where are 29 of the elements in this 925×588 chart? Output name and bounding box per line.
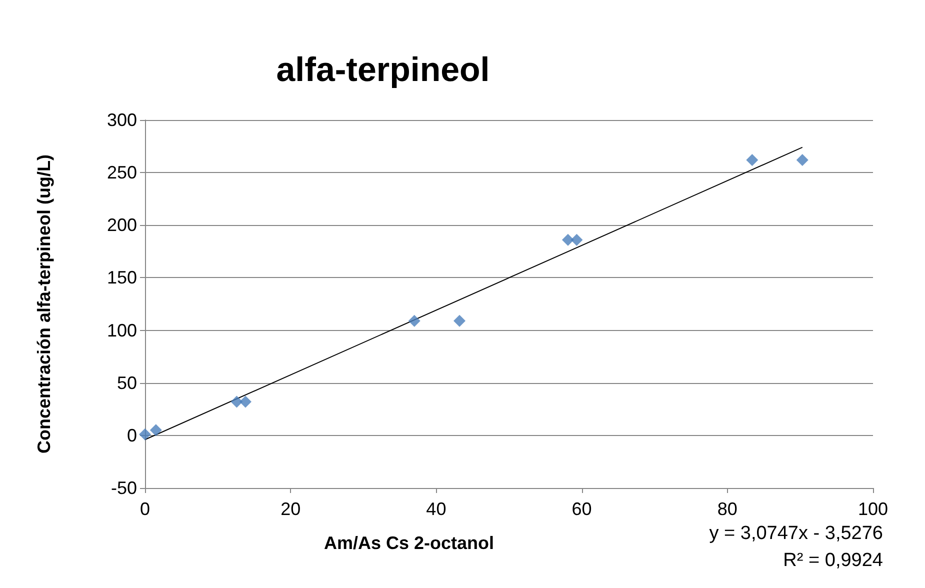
y-tick-label: 200 bbox=[106, 215, 137, 236]
point bbox=[746, 154, 758, 166]
chart-title: alfa-terpineol bbox=[276, 51, 490, 89]
point bbox=[453, 314, 466, 327]
x-axis-title: Am/As Cs 2-octanol bbox=[324, 533, 494, 553]
text: y = 3,0747x - 3,5276 bbox=[709, 523, 883, 544]
x-tick-label: 100 bbox=[858, 499, 888, 519]
point bbox=[150, 424, 162, 436]
x-tick-label: 60 bbox=[572, 499, 592, 519]
y-tick-label: -50 bbox=[110, 478, 137, 498]
y-tick-label: 0 bbox=[126, 425, 137, 446]
point bbox=[408, 314, 420, 327]
y-tick-label: 150 bbox=[106, 268, 137, 288]
x-tick-label: 0 bbox=[140, 499, 150, 519]
text: R² = 0,9924 bbox=[783, 550, 884, 571]
y-tick-label: 100 bbox=[106, 320, 137, 340]
x-tick-label: 40 bbox=[426, 499, 446, 519]
y-tick-label: 250 bbox=[106, 162, 137, 183]
point bbox=[139, 428, 151, 440]
point bbox=[230, 396, 243, 408]
x-tick-label: 20 bbox=[280, 499, 301, 519]
x-tick-label: 80 bbox=[717, 499, 738, 519]
point bbox=[239, 396, 252, 408]
y-tick-label: 300 bbox=[106, 110, 137, 130]
point bbox=[562, 234, 574, 246]
y-tick-label: 50 bbox=[116, 372, 137, 393]
point bbox=[570, 234, 583, 246]
y-axis-title: Concentración alfa-terpineol (ug/L) bbox=[34, 154, 54, 454]
point bbox=[796, 154, 808, 166]
